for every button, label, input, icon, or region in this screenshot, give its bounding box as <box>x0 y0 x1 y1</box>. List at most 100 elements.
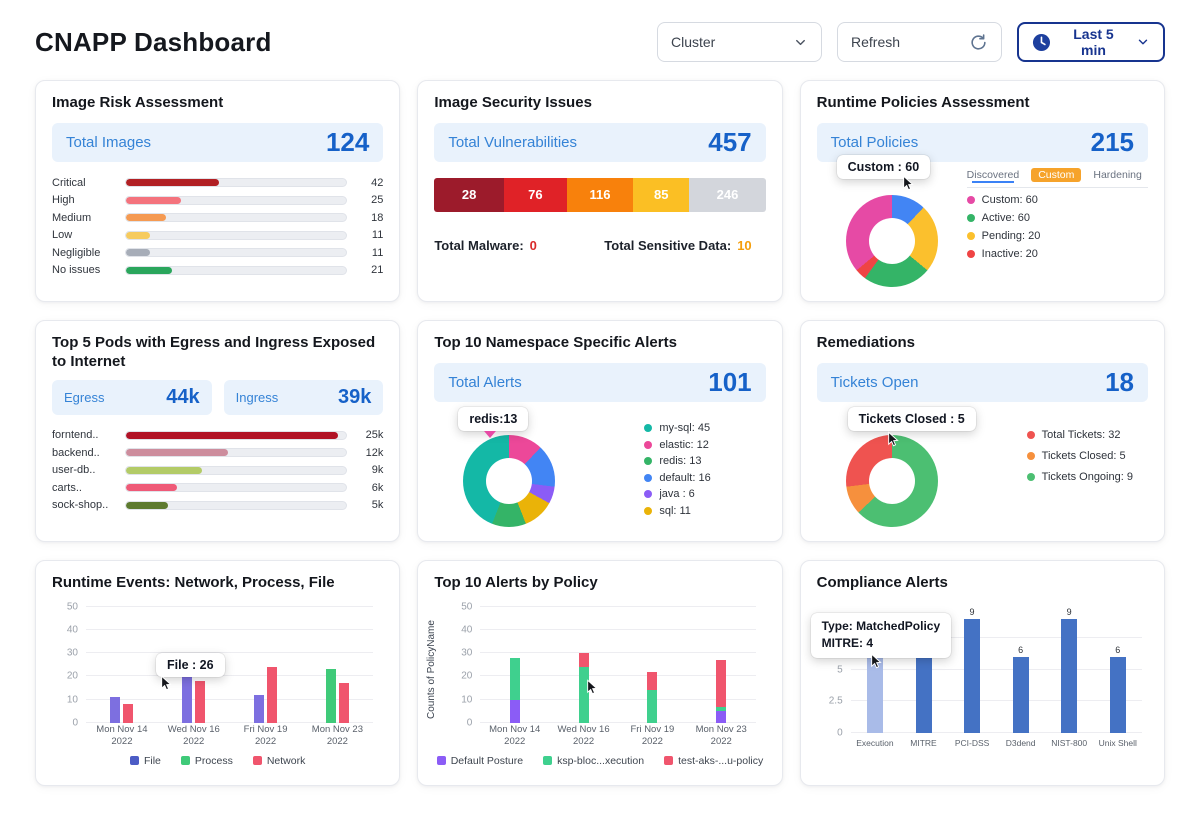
legend-item[interactable]: Tickets Ongoing: 9 <box>1026 471 1148 483</box>
card-namespace-alerts: Top 10 Namespace Specific Alerts Total A… <box>417 320 783 542</box>
bar-segment <box>716 711 727 723</box>
cluster-dropdown[interactable]: Cluster <box>657 22 822 62</box>
legend-item[interactable]: java : 6 <box>644 488 765 500</box>
legend-swatch <box>543 756 553 766</box>
gridline: 5 <box>837 664 1142 675</box>
legend-item[interactable]: test-aks-...u-policy <box>664 755 763 767</box>
legend-label: Default Posture <box>450 754 524 767</box>
x-axis-label: MITRE <box>910 737 937 748</box>
card-title: Image Risk Assessment <box>52 94 224 111</box>
legend-dot <box>644 506 653 515</box>
legend-dot <box>966 231 975 240</box>
bar-group <box>86 607 158 723</box>
legend-item[interactable]: Tickets Closed: 5 <box>1026 450 1148 462</box>
severity-segment[interactable]: 116 <box>566 177 634 212</box>
chart-bar[interactable] <box>964 619 981 733</box>
x-axis-label: Unix Shell <box>1098 737 1137 748</box>
chart-bar[interactable] <box>1061 619 1078 733</box>
total-images-stat: Total Images 124 <box>52 122 384 162</box>
x-axis-labels: Mon Nov 14 2022 Wed Nov 16 2022 Fri Nov 19 20… <box>480 724 755 749</box>
tab-discovered[interactable]: Discovered <box>966 168 1020 181</box>
legend-item[interactable]: Pending: 20 <box>966 230 1148 242</box>
legend-item[interactable]: Network <box>252 754 306 767</box>
card-compliance-alerts: Compliance Alerts 02.557.59696ExecutionM… <box>799 560 1165 786</box>
chart-bar[interactable] <box>325 607 336 723</box>
legend-item[interactable]: Total Tickets: 32 <box>1026 429 1148 441</box>
severity-segment[interactable]: 76 <box>503 177 567 212</box>
namespace-donut-chart[interactable] <box>463 434 556 527</box>
bar-segment <box>578 653 589 668</box>
x-label-line: Fri Nov 19 <box>243 724 288 736</box>
legend-item[interactable]: Custom: 60 <box>966 194 1148 206</box>
legend-item[interactable]: ksp-bloc...xecution <box>543 755 644 767</box>
axis-tick-label: 10 <box>461 694 473 706</box>
chart-bar[interactable] <box>716 607 727 723</box>
stat-value: 39k <box>337 385 372 408</box>
legend-item[interactable]: my-sql: 45 <box>644 422 765 434</box>
chart-bar[interactable] <box>110 607 121 723</box>
bar-track[interactable] <box>125 230 348 240</box>
axis-tick-label: 30 <box>461 647 473 659</box>
chart-bar[interactable] <box>1109 657 1126 733</box>
severity-segment[interactable]: 85 <box>633 177 690 212</box>
pods-bar-list: forntend.. 25k backend.. 12k user-db.. 9k cart… <box>52 427 383 515</box>
tooltip-matched-policy: Type: MatchedPolicy MITRE: 4 <box>810 613 952 658</box>
chart-bar[interactable] <box>647 607 658 723</box>
bar-label: Negligible <box>52 246 101 259</box>
bar-value: 11 <box>371 229 384 241</box>
total-vulnerabilities-stat: Total Vulnerabilities 457 <box>434 122 766 162</box>
legend-item[interactable]: Active: 60 <box>966 212 1148 224</box>
tab-custom[interactable]: Custom <box>1031 167 1082 182</box>
chart-bar[interactable] <box>578 607 589 723</box>
legend-label: Network <box>266 754 306 767</box>
bar-track[interactable] <box>125 500 348 510</box>
bar-track[interactable] <box>125 195 348 205</box>
tab-hardening[interactable]: Hardening <box>1093 168 1142 181</box>
legend-item[interactable]: Default Posture <box>436 754 524 767</box>
legend-item[interactable]: redis: 13 <box>644 455 765 467</box>
chart-bar[interactable] <box>267 607 278 723</box>
chart-bar[interactable] <box>509 607 520 723</box>
cursor-icon <box>161 675 172 691</box>
gridline: 30 <box>461 648 756 659</box>
legend-item[interactable]: elastic: 12 <box>644 439 765 451</box>
bar-track[interactable] <box>125 265 348 275</box>
card-title: Top 10 Alerts by Policy <box>434 574 598 591</box>
chart-bar[interactable] <box>123 607 134 723</box>
refresh-button[interactable]: Refresh <box>837 22 1002 62</box>
bar-track[interactable] <box>125 248 348 257</box>
legend-item[interactable]: File <box>129 755 161 767</box>
bar-track[interactable] <box>125 430 348 440</box>
severity-segment[interactable]: 28 <box>434 177 504 212</box>
legend-item[interactable]: sql: 11 <box>644 505 765 517</box>
bar-track[interactable] <box>125 448 348 458</box>
chart-bar[interactable] <box>182 607 193 723</box>
chart-bar[interactable] <box>338 607 349 723</box>
card-remediations: Remediations Tickets Open 18 Total Ticke… <box>799 320 1165 542</box>
card-title: Compliance Alerts <box>816 574 948 591</box>
legend-item[interactable]: Inactive: 20 <box>966 248 1148 260</box>
bar-track[interactable] <box>125 213 348 222</box>
policies-donut-chart[interactable] <box>845 194 938 287</box>
stat-value: 457 <box>708 126 752 157</box>
chart-bar[interactable] <box>1012 657 1029 733</box>
legend-label: default: 16 <box>659 471 711 484</box>
remediations-donut-chart[interactable] <box>845 434 938 527</box>
bar-track[interactable] <box>125 178 348 187</box>
legend-swatch <box>436 756 446 766</box>
total-malware: Total Malware: 0 <box>434 238 537 253</box>
bar-track[interactable] <box>125 483 348 493</box>
ingress-stat: Ingress 39k <box>223 379 384 415</box>
legend-item[interactable]: Process <box>180 755 233 767</box>
x-label-line: Wed Nov 16 <box>557 724 610 736</box>
bar-fill <box>126 484 177 492</box>
chart-bar[interactable] <box>254 607 265 723</box>
bar-segment <box>267 667 278 723</box>
time-range-dropdown[interactable]: Last 5 min <box>1017 22 1165 62</box>
bar-cell: 9 <box>1045 607 1094 733</box>
bar-track[interactable] <box>125 465 348 475</box>
legend-item[interactable]: default: 16 <box>644 472 765 484</box>
chart-bar[interactable] <box>195 607 206 723</box>
bar-value-label: 6 <box>1018 645 1024 656</box>
severity-segment[interactable]: 246 <box>689 177 766 212</box>
